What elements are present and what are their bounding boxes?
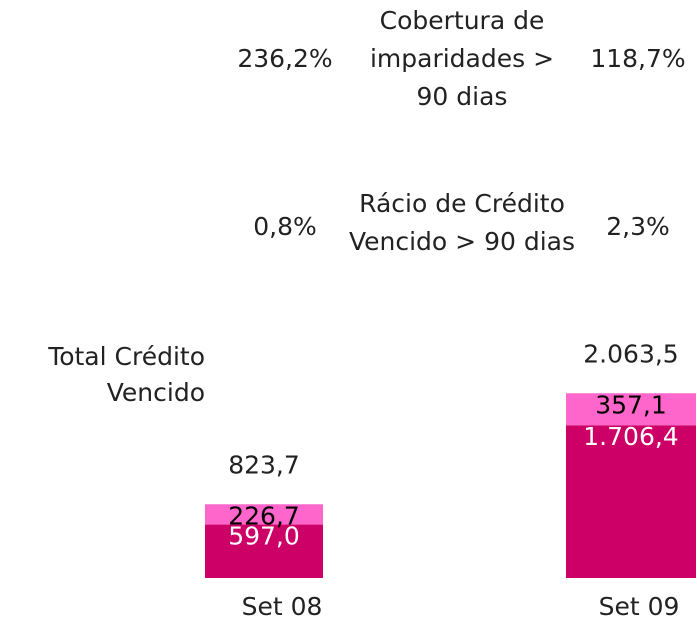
total-title: Total Crédito Vencido	[47, 342, 205, 407]
metric-value: 118,7%	[590, 44, 685, 73]
bar-segment	[566, 425, 696, 578]
total-label: 2.063,5	[583, 339, 678, 368]
bar-segment	[205, 524, 323, 578]
bar-segment	[205, 504, 323, 525]
metric-value: 236,2%	[237, 44, 332, 73]
bar-value-label: 357,1	[595, 390, 667, 419]
bar-value-label: 597,0	[228, 522, 300, 551]
metric-value: 2,3%	[606, 212, 670, 241]
bar-segment	[566, 393, 696, 426]
x-tick-label: Set 09	[599, 592, 680, 621]
total-label: 823,7	[228, 450, 300, 479]
metric-value: 0,8%	[253, 212, 317, 241]
bar-value-label: 1.706,4	[583, 422, 678, 451]
x-tick-label: Set 08	[242, 592, 323, 621]
metric-label: Cobertura de imparidades >90 dias	[370, 6, 554, 111]
bar-value-label: 226,7	[228, 501, 300, 530]
metric-label: Rácio de Crédito Vencido > 90 dias	[349, 189, 575, 256]
